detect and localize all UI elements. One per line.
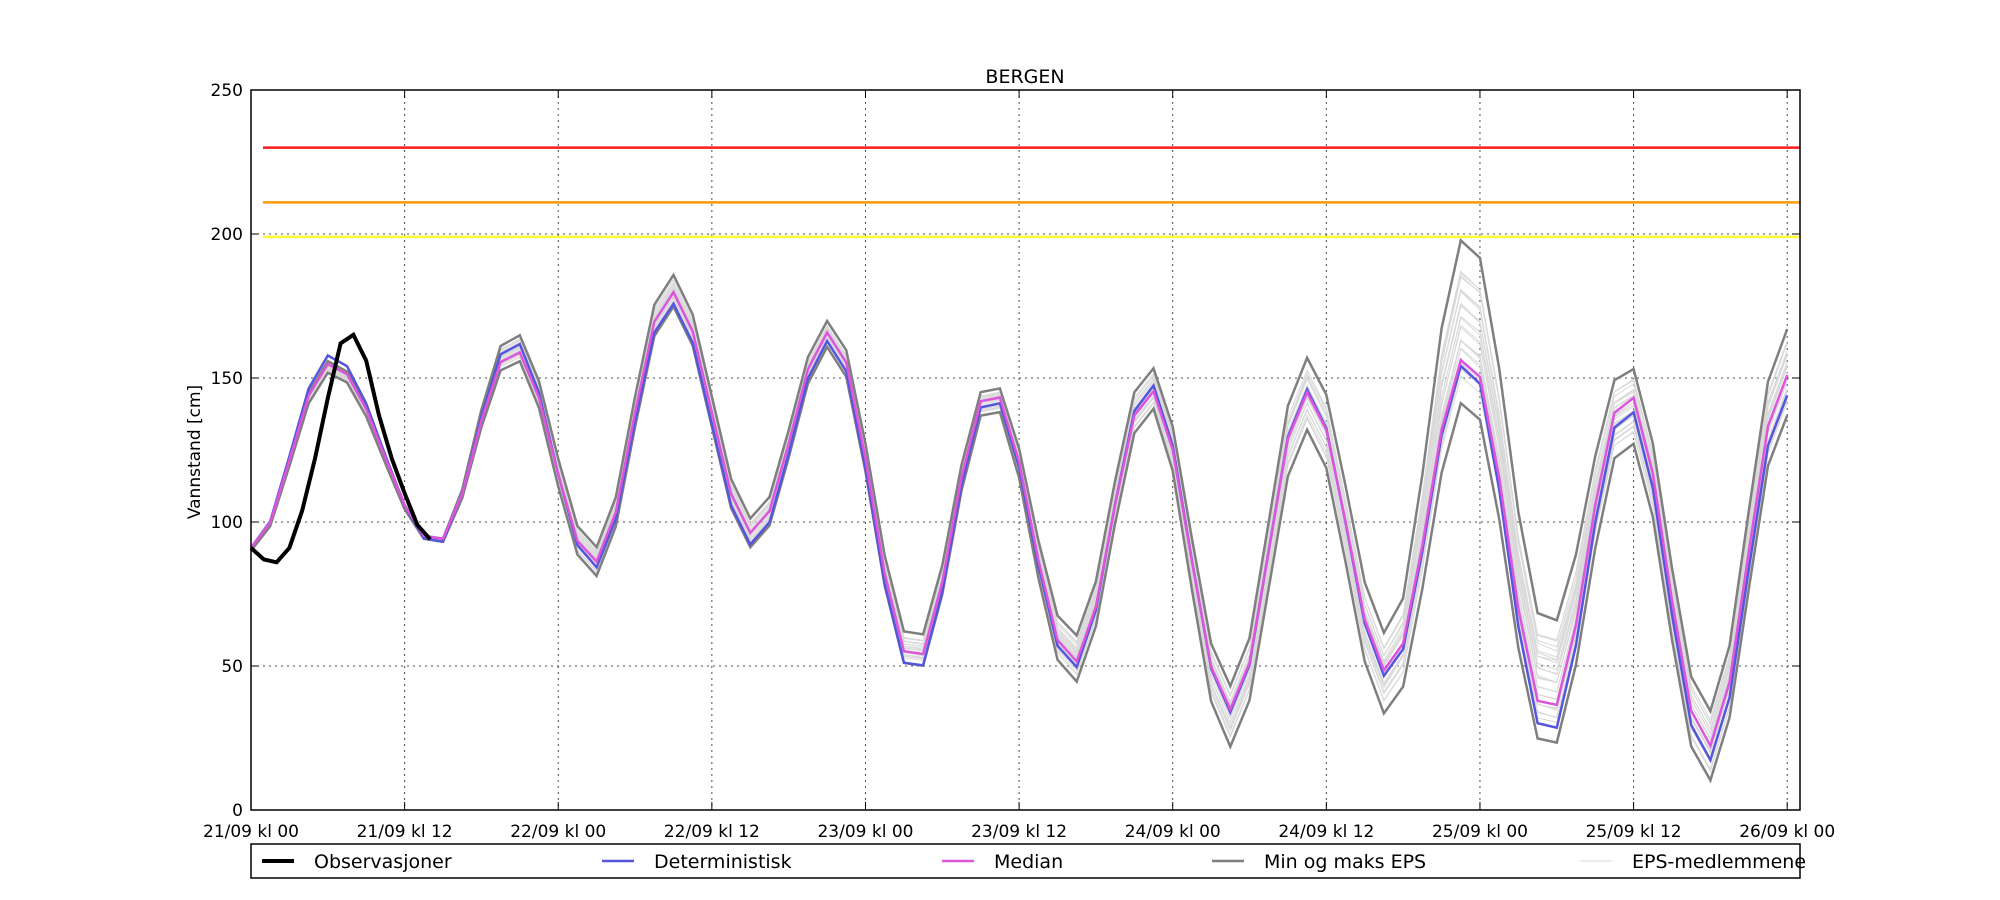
y-axis-label: Vannstand [cm] (185, 385, 205, 519)
eps-member-line (250, 270, 1788, 735)
y-tick-label: 250 (211, 81, 243, 101)
legend-label: Observasjoner (314, 851, 452, 873)
legend-box (250, 843, 1801, 879)
eps-member-line (250, 290, 1788, 746)
y-tick-label: 150 (211, 369, 243, 389)
legend-label: Deterministisk (654, 851, 792, 873)
x-tick-label: 21/09 kl 12 (357, 822, 453, 842)
y-tick-label: 50 (221, 657, 243, 677)
y-tick-label: 0 (232, 801, 243, 821)
legend-label: Median (994, 851, 1063, 873)
legend-label: EPS-medlemmene (1632, 851, 1806, 873)
x-tick-label: 24/09 kl 00 (1125, 822, 1221, 842)
observations-line (249, 331, 432, 565)
x-tick-label: 21/09 kl 00 (203, 822, 299, 842)
x-tick-label: 23/09 kl 00 (817, 822, 913, 842)
x-tick-label: 22/09 kl 00 (510, 822, 606, 842)
x-tick-label: 23/09 kl 12 (971, 822, 1067, 842)
eps-member-line (250, 272, 1788, 722)
x-tick-label: 25/09 kl 12 (1586, 822, 1682, 842)
eps-max-line (249, 238, 1789, 715)
x-tick-label: 22/09 kl 12 (664, 822, 760, 842)
chart-title: BERGEN (985, 66, 1064, 88)
legend-label: Min og maks EPS (1264, 851, 1426, 873)
y-tick-label: 100 (211, 513, 243, 533)
axes-frame (250, 89, 1801, 811)
eps-member-line (250, 290, 1788, 748)
eps-min-line (250, 304, 1789, 784)
plot-area: 0 50 100 150 200 250 21/09 kl 00 21/09 kl 12 22/… (203, 81, 1835, 842)
x-tick-label: 26/09 kl 00 (1739, 822, 1835, 842)
eps-member-line (250, 299, 1788, 764)
x-tick-label: 25/09 kl 00 (1432, 822, 1528, 842)
x-tick-label: 24/09 kl 12 (1278, 822, 1374, 842)
legend: Observasjoner Deterministisk Median Min og … (250, 843, 1806, 879)
y-tick-label: 200 (211, 225, 243, 245)
median-line (250, 289, 1789, 749)
